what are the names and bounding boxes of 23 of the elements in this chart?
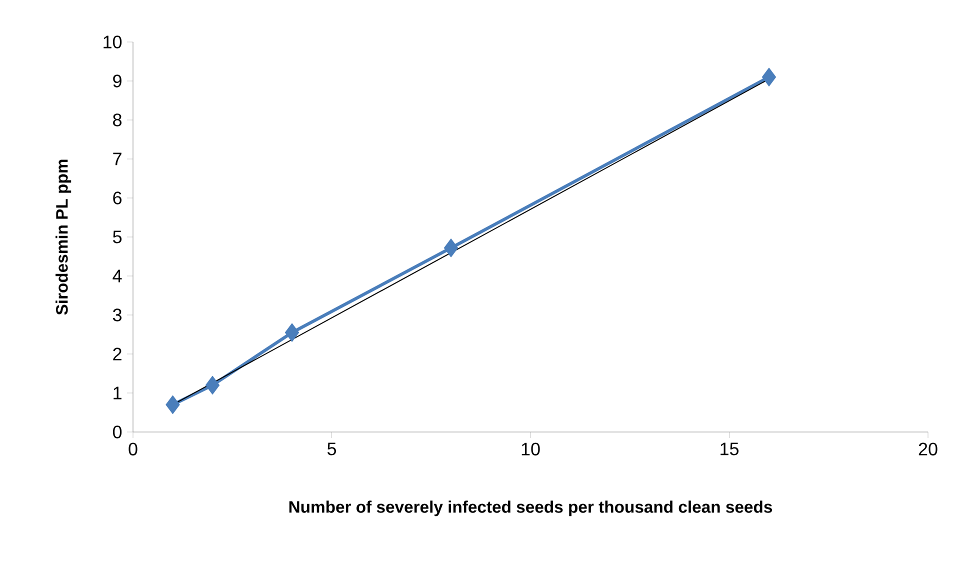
x-tick-label: 0	[128, 442, 138, 456]
y-tick-label: 5	[112, 230, 122, 244]
x-tick-label: 20	[918, 442, 938, 456]
x-tick-label: 5	[327, 442, 336, 456]
y-tick-label: 8	[113, 114, 122, 126]
y-tick-label: 4	[112, 270, 122, 282]
point	[762, 68, 776, 86]
y-tick-label: 0	[112, 426, 122, 438]
y-axis-title: Sirodesmin PL ppm	[56, 160, 72, 315]
x-tick-label: 10	[522, 442, 540, 456]
y-tick-label: 3	[112, 308, 122, 322]
y-tick-label: 2	[113, 348, 122, 360]
point	[205, 376, 220, 395]
y-tick-label: 10	[104, 36, 122, 48]
y-tick-label: 7	[113, 152, 122, 166]
x-tick-label: 15	[720, 442, 739, 456]
point	[444, 238, 458, 258]
y-tick-label: 6	[113, 192, 122, 204]
y-tick-label: 9	[113, 74, 122, 88]
x-axis-title: Number of severely infected seeds per thousand clean seeds	[289, 500, 772, 516]
point	[284, 323, 300, 342]
y-tick-label: 1	[114, 386, 122, 400]
point	[166, 395, 180, 414]
